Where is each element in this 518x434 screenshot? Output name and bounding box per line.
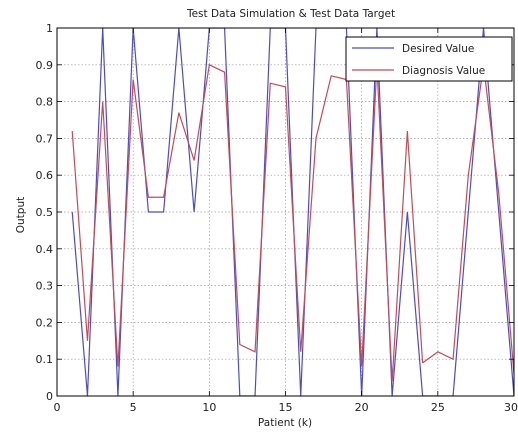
y-tick-label-7: 0.7 [36,132,54,145]
y-tick-label-10: 1 [46,22,53,35]
y-axis-label: Output [15,197,27,233]
y-tick-label-1: 0.1 [36,353,54,366]
grid [57,28,514,396]
x-axis-label: Patient (k) [258,417,312,429]
y-tick-label-9: 0.9 [36,59,54,72]
axes [56,27,515,397]
y-tick-label-5: 0.5 [36,206,54,219]
x-tick-label-3: 15 [279,401,293,414]
chart-title: Test Data Simulation & Test Data Target [186,8,395,20]
series-line-1 [71,63,514,382]
y-tick-label-6: 0.6 [36,169,54,182]
legend-label-desired: Desired Value [402,43,474,55]
tick-labels: 0 5 10 15 20 25 30 0 0.1 0.2 0.3 0.4 0.5 0.6 0.7 0.8 0.9… [36,22,518,414]
legend: Desired Value Diagnosis Value [345,36,513,82]
legend-box [345,36,513,82]
x-tick-label-5: 25 [431,401,445,414]
y-tick-label-0: 0 [46,390,53,403]
y-tick-label-2: 0.2 [36,316,54,329]
x-tick-label-6: 30 [504,401,518,414]
y-tick-label-8: 0.8 [36,96,54,109]
y-tick-label-3: 0.3 [36,280,54,293]
y-tick-label-4: 0.4 [36,243,54,256]
series-layer [71,28,514,396]
x-tick-label-4: 20 [355,401,369,414]
legend-label-diagnosis: Diagnosis Value [402,65,485,77]
x-tick-label-0: 0 [54,401,61,414]
x-tick-label-1: 5 [130,401,137,414]
x-tick-label-2: 10 [202,401,216,414]
